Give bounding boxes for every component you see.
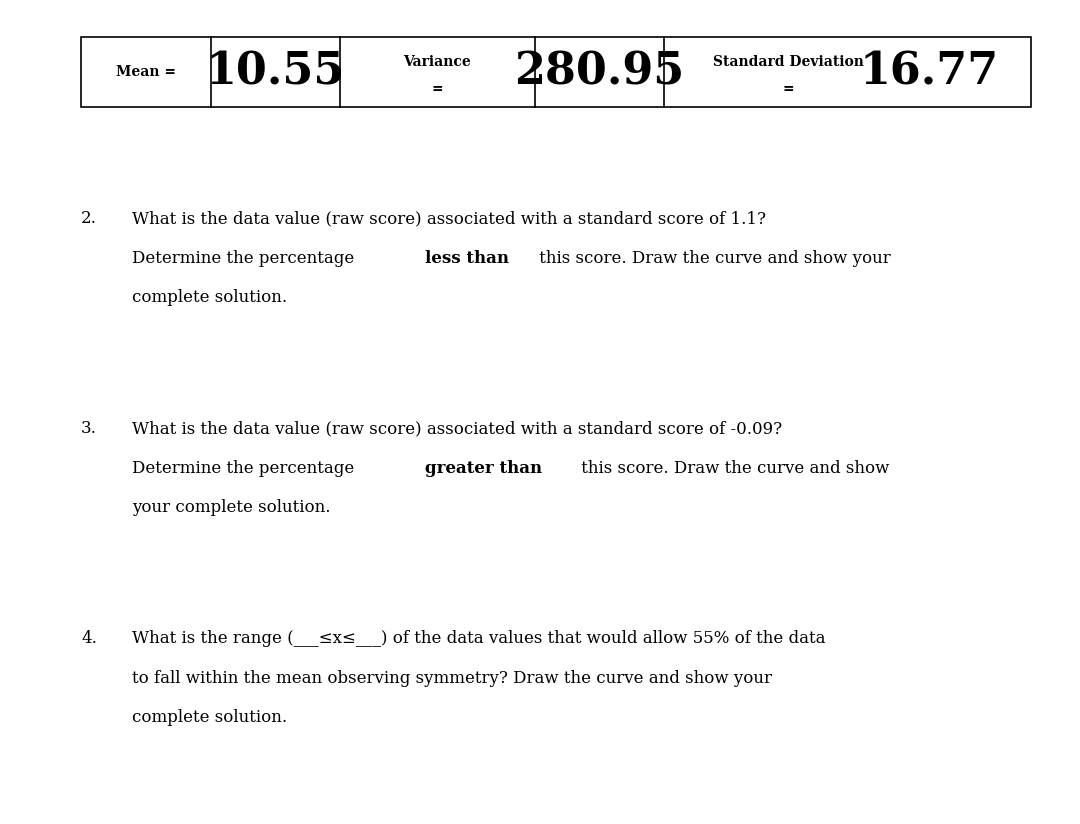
Text: What is the range (___≤x≤___) of the data values that would allow 55% of the dat: What is the range (___≤x≤___) of the dat… [132, 630, 825, 648]
Text: this score. Draw the curve and show: this score. Draw the curve and show [577, 460, 890, 477]
Text: Variance: Variance [404, 55, 471, 69]
Text: Standard Deviation: Standard Deviation [713, 55, 864, 69]
Text: Determine the percentage: Determine the percentage [132, 460, 360, 477]
FancyBboxPatch shape [81, 37, 1031, 107]
Text: 16.77: 16.77 [860, 50, 998, 94]
Text: What is the data value (raw score) associated with a standard score of 1.1?: What is the data value (raw score) assoc… [132, 210, 766, 227]
Text: Determine the percentage: Determine the percentage [132, 250, 360, 267]
Text: greater than: greater than [426, 460, 542, 477]
Text: =: = [432, 82, 443, 96]
Text: 3.: 3. [81, 420, 97, 438]
Text: 10.55: 10.55 [205, 50, 346, 94]
Text: complete solution.: complete solution. [132, 289, 287, 307]
Text: to fall within the mean observing symmetry? Draw the curve and show your: to fall within the mean observing symmet… [132, 670, 772, 687]
Text: 280.95: 280.95 [514, 50, 685, 94]
Text: 4.: 4. [81, 630, 97, 648]
Text: Mean =: Mean = [116, 65, 176, 79]
Text: What is the data value (raw score) associated with a standard score of -0.09?: What is the data value (raw score) assoc… [132, 420, 782, 438]
Text: less than: less than [426, 250, 510, 267]
Text: =: = [783, 82, 794, 96]
Text: this score. Draw the curve and show your: this score. Draw the curve and show your [534, 250, 890, 267]
Text: 2.: 2. [81, 210, 97, 227]
Text: complete solution.: complete solution. [132, 709, 287, 727]
Text: your complete solution.: your complete solution. [132, 499, 330, 517]
